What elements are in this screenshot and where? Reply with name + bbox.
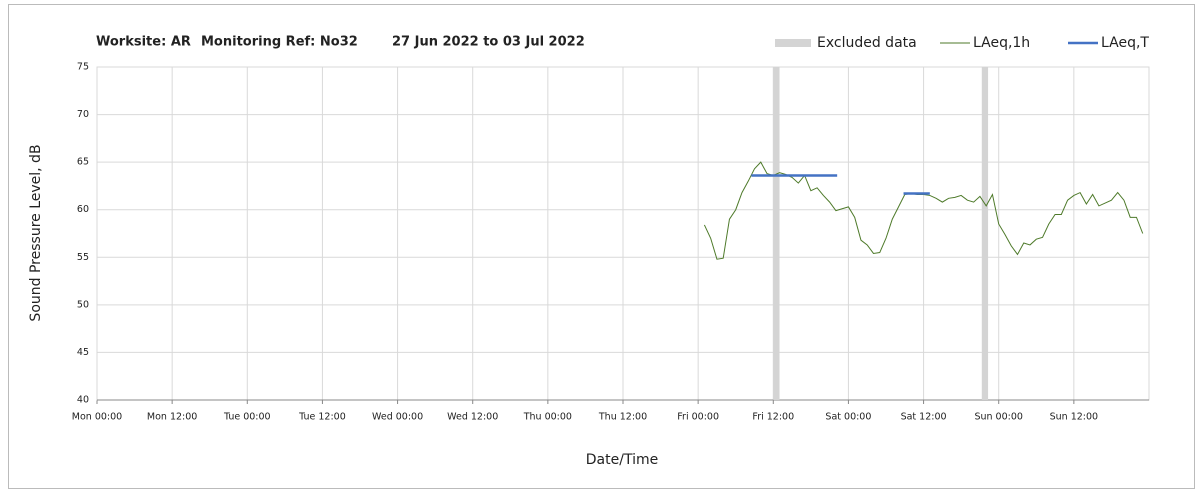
y-tick-label: 50 xyxy=(77,299,89,310)
x-tick-label: Sun 00:00 xyxy=(974,412,1022,423)
x-tick-label: Sat 12:00 xyxy=(901,412,947,423)
x-tick-label: Thu 12:00 xyxy=(598,412,647,423)
chart-title: 27 Jun 2022 to 03 Jul 2022 xyxy=(392,35,585,50)
y-tick-label: 55 xyxy=(77,252,89,263)
y-tick-label: 60 xyxy=(77,204,89,215)
legend-label: LAeq,1h xyxy=(973,35,1030,51)
x-tick-label: Wed 12:00 xyxy=(447,412,498,423)
x-tick-label: Mon 00:00 xyxy=(72,412,122,423)
x-tick-label: Sat 00:00 xyxy=(825,412,871,423)
x-tick-label: Tue 12:00 xyxy=(298,412,346,423)
chart-border xyxy=(8,4,1195,489)
chart-title: Worksite: AR xyxy=(96,35,191,50)
excluded-band xyxy=(981,67,989,400)
x-tick-label: Tue 00:00 xyxy=(223,412,271,423)
y-tick-label: 40 xyxy=(77,395,89,406)
legend-label: LAeq,T xyxy=(1101,35,1149,51)
legend-swatch xyxy=(775,39,811,47)
y-tick-label: 45 xyxy=(77,347,89,358)
x-tick-label: Fri 12:00 xyxy=(752,412,794,423)
y-tick-label: 75 xyxy=(77,62,89,73)
x-tick-label: Fri 00:00 xyxy=(677,412,719,423)
x-tick-label: Sun 12:00 xyxy=(1050,412,1098,423)
x-axis-label: Date/Time xyxy=(586,452,658,468)
excluded-band xyxy=(773,67,780,400)
series-line xyxy=(751,174,930,195)
legend-label: Excluded data xyxy=(817,35,917,51)
y-tick-label: 70 xyxy=(77,109,89,120)
x-tick-label: Wed 00:00 xyxy=(372,412,423,423)
y-tick-label: 65 xyxy=(77,157,89,168)
x-tick-label: Mon 12:00 xyxy=(147,412,197,423)
x-tick-label: Thu 00:00 xyxy=(523,412,572,423)
chart-title: Monitoring Ref: No32 xyxy=(201,35,358,50)
y-axis-label: Sound Pressure Level, dB xyxy=(28,144,44,321)
